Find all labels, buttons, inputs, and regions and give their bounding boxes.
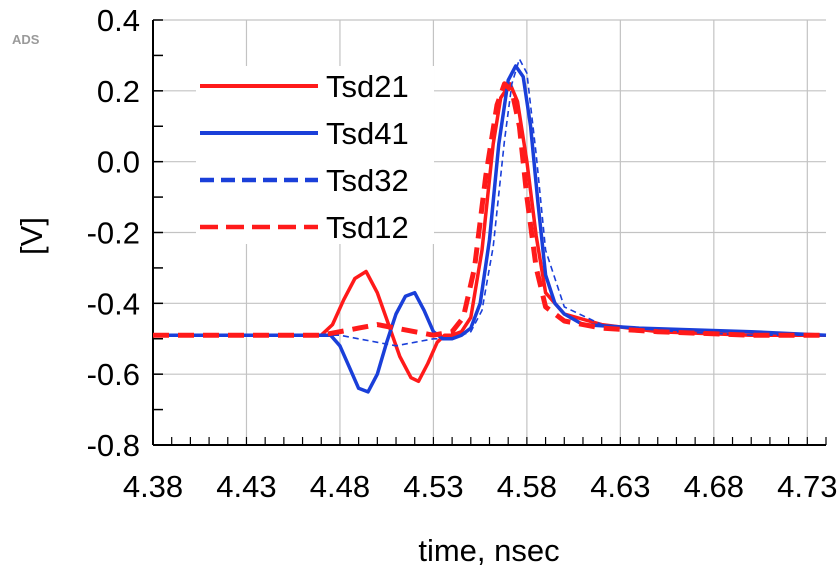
legend-background xyxy=(196,66,434,244)
x-tick-label: 4.43 xyxy=(216,469,276,504)
x-axis-ticks: 4.38 4.43 4.48 4.53 4.58 4.63 4.68 4.73 xyxy=(123,469,837,504)
ads-tool-label: ADS xyxy=(12,32,40,47)
x-tick-label: 4.73 xyxy=(777,469,837,504)
y-tick-label: 0.0 xyxy=(97,145,140,180)
y-tick-label: -0.8 xyxy=(87,428,140,463)
x-tick-label: 4.48 xyxy=(310,469,370,504)
series-line-tsd21 xyxy=(153,82,826,384)
x-tick-label: 4.68 xyxy=(684,469,744,504)
x-tick-label: 4.38 xyxy=(123,469,183,504)
series-line-tsd41 xyxy=(153,64,827,394)
y-tick-label: -0.4 xyxy=(87,286,140,321)
legend-label-tsd41: Tsd41 xyxy=(326,116,409,151)
y-axis-ticks: 0.4 0.2 0.0 -0.2 -0.4 -0.6 -0.8 xyxy=(87,3,140,463)
series-lines xyxy=(153,58,827,394)
y-tick-label: 0.2 xyxy=(97,74,140,109)
x-tick-label: 4.58 xyxy=(497,469,557,504)
y-tick-label: 0.4 xyxy=(97,3,140,38)
legend: Tsd21 Tsd41 Tsd32 Tsd12 xyxy=(200,69,409,245)
x-axis-title: time, nsec xyxy=(418,533,559,568)
y-axis-title: [V] xyxy=(14,217,49,255)
y-tick-label: -0.2 xyxy=(87,216,140,251)
legend-label-tsd12: Tsd12 xyxy=(326,210,409,245)
x-tick-label: 4.53 xyxy=(403,469,463,504)
y-tick-label: -0.6 xyxy=(87,357,140,392)
x-tick-label: 4.63 xyxy=(590,469,650,504)
legend-label-tsd32: Tsd32 xyxy=(326,163,409,198)
legend-label-tsd21: Tsd21 xyxy=(326,69,409,104)
